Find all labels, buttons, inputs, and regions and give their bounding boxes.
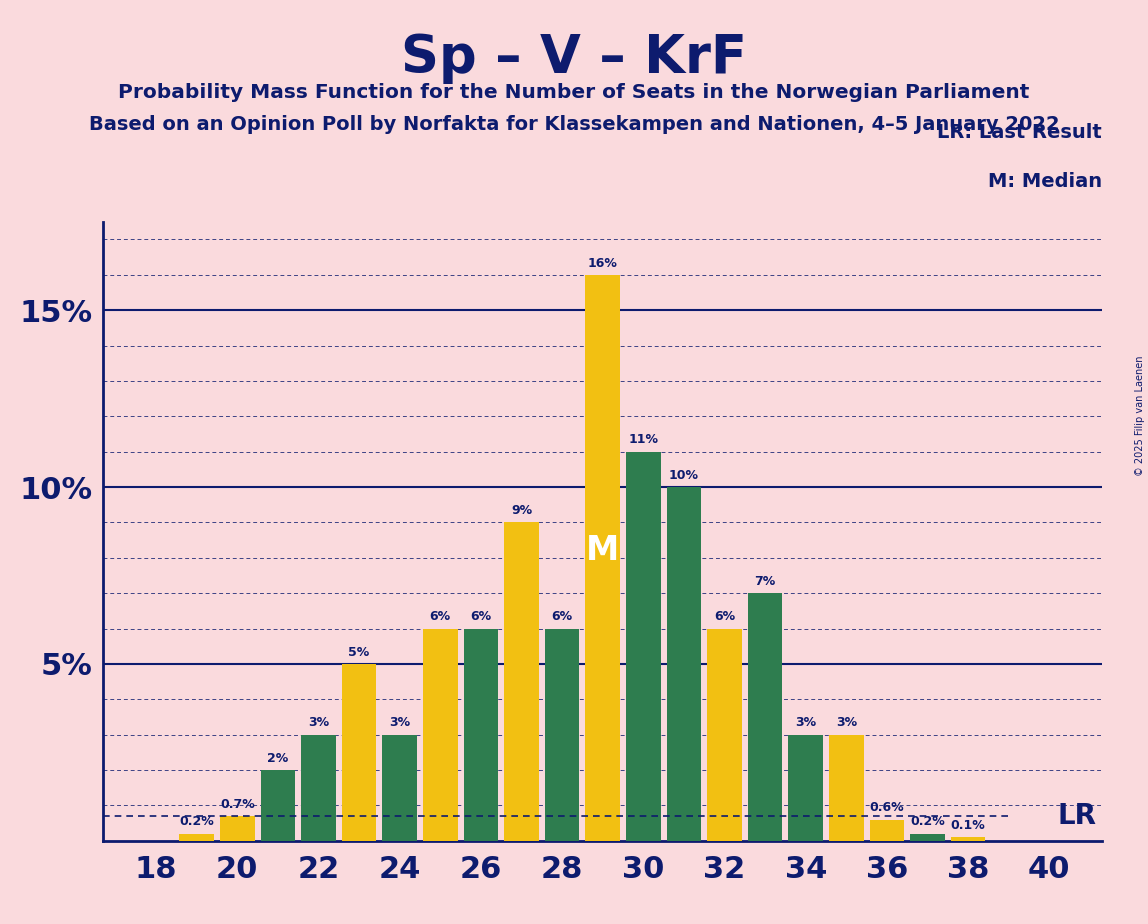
Text: 0.1%: 0.1%	[951, 819, 985, 832]
Bar	[870, 820, 905, 841]
Text: 10%: 10%	[669, 468, 699, 481]
Text: 5%: 5%	[349, 646, 370, 659]
Text: © 2025 Filip van Laenen: © 2025 Filip van Laenen	[1135, 356, 1145, 476]
Text: Probability Mass Function for the Number of Seats in the Norwegian Parliament: Probability Mass Function for the Number…	[118, 83, 1030, 103]
Bar	[301, 735, 335, 841]
Bar	[585, 274, 620, 841]
Bar	[342, 664, 377, 841]
Bar	[179, 833, 214, 841]
Text: 11%: 11%	[628, 433, 658, 446]
Text: 3%: 3%	[836, 716, 856, 729]
Bar	[707, 628, 742, 841]
Text: 0.6%: 0.6%	[869, 801, 905, 814]
Text: LR: LR	[1057, 802, 1096, 830]
Text: 0.2%: 0.2%	[910, 816, 945, 829]
Text: 3%: 3%	[389, 716, 410, 729]
Text: 6%: 6%	[471, 610, 491, 624]
Bar	[951, 837, 985, 841]
Bar	[545, 628, 580, 841]
Bar	[747, 593, 782, 841]
Text: 0.2%: 0.2%	[179, 816, 214, 829]
Text: M: Median: M: Median	[988, 172, 1102, 191]
Text: M: M	[587, 534, 619, 567]
Text: 6%: 6%	[551, 610, 573, 624]
Bar	[220, 816, 255, 841]
Bar	[667, 487, 701, 841]
Text: Sp – V – KrF: Sp – V – KrF	[401, 32, 747, 84]
Text: 6%: 6%	[429, 610, 451, 624]
Text: 0.7%: 0.7%	[220, 797, 255, 810]
Text: 7%: 7%	[754, 575, 776, 588]
Bar	[829, 735, 863, 841]
Text: 6%: 6%	[714, 610, 735, 624]
Bar	[382, 735, 417, 841]
Bar	[626, 452, 660, 841]
Bar	[464, 628, 498, 841]
Bar	[910, 833, 945, 841]
Text: LR: Last Result: LR: Last Result	[937, 123, 1102, 141]
Text: 9%: 9%	[511, 505, 532, 517]
Bar	[261, 770, 295, 841]
Bar	[789, 735, 823, 841]
Text: Based on an Opinion Poll by Norfakta for Klassekampen and Nationen, 4–5 January : Based on an Opinion Poll by Norfakta for…	[88, 116, 1060, 135]
Text: 3%: 3%	[308, 716, 329, 729]
Text: 16%: 16%	[588, 257, 618, 270]
Bar	[504, 522, 538, 841]
Bar	[424, 628, 458, 841]
Text: 3%: 3%	[796, 716, 816, 729]
Text: 2%: 2%	[267, 752, 288, 765]
